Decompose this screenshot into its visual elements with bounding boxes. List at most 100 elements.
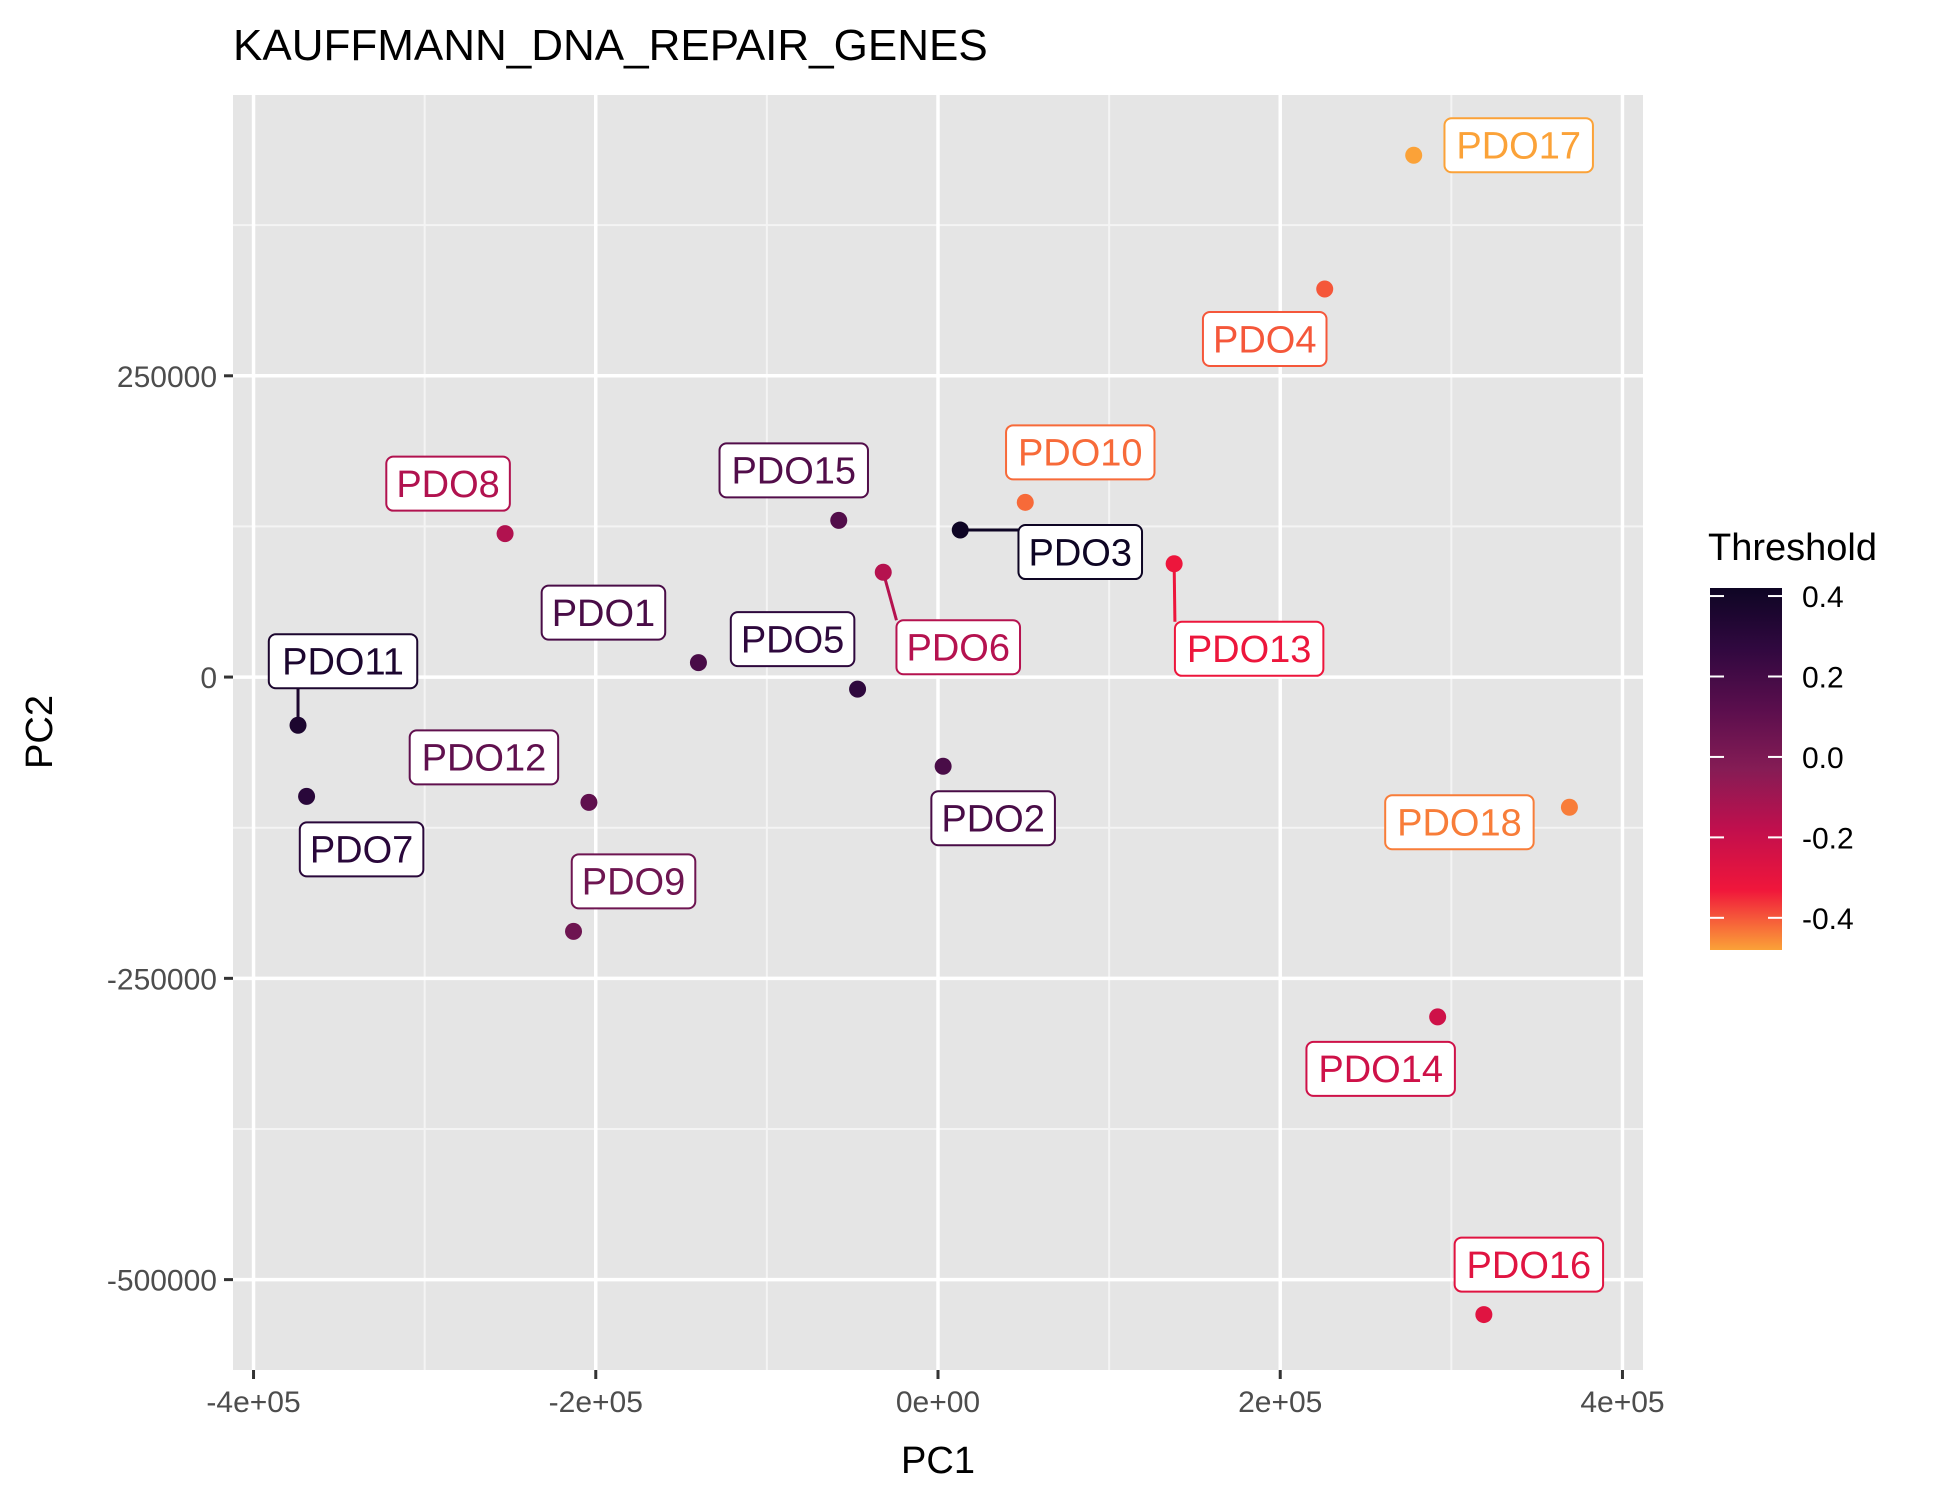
point-label-box bbox=[718, 442, 869, 499]
y-tick-label: -250000 bbox=[107, 963, 217, 996]
point-label: PDO8 bbox=[385, 455, 511, 512]
legend: Threshold 0.4 0.2 0.0 -0.2 -0.4 bbox=[1708, 527, 1877, 950]
point-label-box bbox=[1017, 524, 1144, 581]
y-tick-label: -500000 bbox=[107, 1265, 217, 1298]
y-tick-label: 250000 bbox=[117, 361, 217, 394]
point-label-box bbox=[930, 790, 1056, 847]
data-point bbox=[1316, 280, 1334, 298]
point-label-text: PDO5 bbox=[741, 619, 844, 661]
point-label-box bbox=[408, 729, 560, 786]
legend-colorbar bbox=[1710, 588, 1782, 950]
data-point bbox=[496, 525, 514, 543]
major-gridlines bbox=[233, 95, 1643, 1370]
point-label-text: PDO18 bbox=[1397, 803, 1522, 845]
point-label-text: PDO4 bbox=[1213, 319, 1316, 361]
point-label-box bbox=[1201, 311, 1328, 368]
point-label: PDO5 bbox=[729, 611, 856, 668]
point-label-text: PDO17 bbox=[1456, 126, 1581, 168]
point-label: PDO4 bbox=[1201, 311, 1328, 368]
point-label-box bbox=[729, 611, 856, 668]
point-label-box bbox=[1305, 1040, 1456, 1097]
x-tick-label: -2e+05 bbox=[549, 1386, 643, 1419]
point-label-box bbox=[540, 584, 667, 641]
point-label-box bbox=[1443, 117, 1594, 174]
y-tick-label: 0 bbox=[200, 662, 217, 695]
point-label-box bbox=[1453, 1236, 1605, 1293]
data-point bbox=[1429, 1008, 1447, 1026]
point-label-text: PDO9 bbox=[582, 862, 685, 904]
x-tick-label: 4e+05 bbox=[1580, 1386, 1664, 1419]
point-label-text: PDO10 bbox=[1018, 433, 1143, 475]
x-axis-title: PC1 bbox=[901, 1440, 975, 1482]
data-point bbox=[298, 787, 316, 805]
point-label: PDO11 bbox=[267, 633, 419, 690]
point-label-box bbox=[1005, 424, 1156, 481]
point-label-box bbox=[570, 853, 697, 910]
legend-tick-label: 0.0 bbox=[1802, 742, 1844, 775]
point-label: PDO17 bbox=[1443, 117, 1594, 174]
data-points bbox=[289, 146, 1578, 1324]
point-label-text: PDO11 bbox=[282, 642, 404, 684]
point-label-text: PDO8 bbox=[396, 464, 499, 506]
point-label-text: PDO16 bbox=[1467, 1245, 1592, 1287]
y-axis-title: PC2 bbox=[19, 695, 61, 769]
data-point bbox=[565, 922, 583, 940]
point-label: PDO15 bbox=[718, 442, 869, 499]
legend-tick-label: -0.2 bbox=[1802, 822, 1854, 855]
point-labels: PDO1 PDO2 PDO3 PDO4 PDO5 PDO6 PDO7 PDO8 PDO9 PDO1… bbox=[267, 117, 1605, 1293]
data-point bbox=[874, 563, 892, 581]
point-label-box bbox=[1384, 794, 1535, 851]
point-label: PDO9 bbox=[570, 853, 697, 910]
axis-ticks bbox=[224, 374, 1624, 1379]
point-label-text: PDO12 bbox=[422, 738, 547, 780]
point-label-text: PDO1 bbox=[552, 593, 655, 635]
data-point bbox=[289, 716, 307, 734]
data-point bbox=[830, 511, 848, 529]
legend-tick-label: 0.4 bbox=[1802, 581, 1844, 614]
data-point bbox=[1016, 493, 1034, 511]
x-tick-label: 2e+05 bbox=[1238, 1386, 1322, 1419]
x-tick-label: 0e+00 bbox=[896, 1386, 980, 1419]
y-axis-tick-labels: -500000 -250000 0 250000 bbox=[107, 361, 217, 1298]
data-point bbox=[1405, 146, 1423, 164]
point-label: PDO7 bbox=[298, 821, 425, 878]
data-point bbox=[951, 521, 969, 539]
data-point bbox=[689, 654, 707, 672]
label-connector bbox=[1172, 563, 1177, 622]
data-point bbox=[849, 680, 867, 698]
point-label-box bbox=[1173, 620, 1325, 677]
data-point bbox=[1165, 555, 1183, 573]
point-label-text: PDO6 bbox=[907, 628, 1010, 670]
legend-tick-label: -0.4 bbox=[1802, 903, 1854, 936]
point-label-text: PDO13 bbox=[1187, 629, 1312, 671]
chart-title: KAUFFMANN_DNA_REPAIR_GENES bbox=[233, 21, 988, 70]
data-point bbox=[580, 793, 598, 811]
legend-tick-label: 0.2 bbox=[1802, 661, 1844, 694]
point-label: PDO12 bbox=[408, 729, 560, 786]
legend-title: Threshold bbox=[1708, 527, 1877, 569]
point-label-box bbox=[385, 455, 511, 512]
point-label-text: PDO14 bbox=[1318, 1049, 1443, 1091]
x-tick-label: -4e+05 bbox=[206, 1386, 300, 1419]
data-point bbox=[1475, 1306, 1493, 1324]
point-label: PDO14 bbox=[1305, 1040, 1456, 1097]
point-label: PDO6 bbox=[895, 619, 1022, 676]
point-label: PDO2 bbox=[930, 790, 1056, 847]
data-point bbox=[934, 757, 952, 775]
point-label-box bbox=[267, 633, 419, 690]
data-point bbox=[1560, 798, 1578, 816]
point-label-text: PDO15 bbox=[731, 451, 856, 493]
point-label-text: PDO3 bbox=[1029, 532, 1132, 574]
point-label: PDO1 bbox=[540, 584, 667, 641]
point-label: PDO10 bbox=[1005, 424, 1156, 481]
point-label: PDO3 bbox=[1017, 524, 1144, 581]
point-label-text: PDO2 bbox=[941, 799, 1044, 841]
point-label: PDO18 bbox=[1384, 794, 1535, 851]
x-axis-tick-labels: -4e+05 -2e+05 0e+00 2e+05 4e+05 bbox=[206, 1386, 1664, 1419]
point-label: PDO13 bbox=[1173, 620, 1325, 677]
point-label-text: PDO7 bbox=[310, 830, 413, 872]
point-label-box bbox=[895, 619, 1022, 676]
legend-ticks: 0.4 0.2 0.0 -0.2 -0.4 bbox=[1710, 581, 1854, 936]
point-label-box bbox=[298, 821, 425, 878]
